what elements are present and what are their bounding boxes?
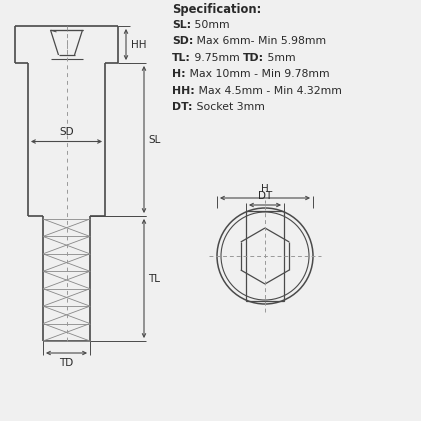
- Text: TD:: TD:: [243, 53, 264, 62]
- Text: TL:: TL:: [172, 53, 191, 62]
- Text: 9.75mm: 9.75mm: [191, 53, 243, 62]
- Text: DT: DT: [258, 191, 272, 201]
- Text: Max 4.5mm - Min 4.32mm: Max 4.5mm - Min 4.32mm: [195, 85, 341, 96]
- Text: Max 10mm - Min 9.78mm: Max 10mm - Min 9.78mm: [186, 69, 329, 79]
- Text: Max 6mm- Min 5.98mm: Max 6mm- Min 5.98mm: [193, 36, 327, 46]
- Text: SL: SL: [148, 134, 160, 144]
- Text: H:: H:: [172, 69, 186, 79]
- Text: HH: HH: [131, 40, 147, 50]
- Bar: [246, 211, 284, 301]
- Text: Specification:: Specification:: [172, 3, 261, 16]
- Text: DT:: DT:: [172, 102, 192, 112]
- Text: TD: TD: [59, 358, 74, 368]
- Text: TL: TL: [148, 274, 160, 283]
- Text: HH:: HH:: [172, 85, 195, 96]
- Text: SL:: SL:: [172, 19, 191, 29]
- Text: Socket 3mm: Socket 3mm: [192, 102, 264, 112]
- Text: H: H: [261, 184, 269, 194]
- Text: 5mm: 5mm: [264, 53, 296, 62]
- Text: 50mm: 50mm: [191, 19, 230, 29]
- Text: SD:: SD:: [172, 36, 193, 46]
- Text: SD: SD: [59, 126, 74, 136]
